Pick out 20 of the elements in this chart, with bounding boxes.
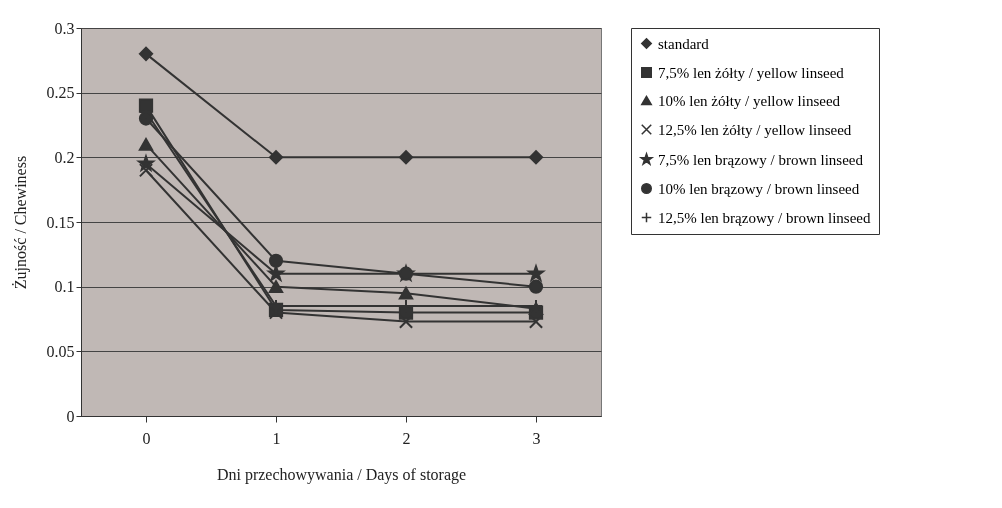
legend-label: 10% len brązowy / brown linseed	[658, 180, 860, 197]
y-tick-label: 0.15	[46, 213, 75, 231]
y-tick-label: 0.25	[46, 84, 75, 102]
x-tick-label: 1	[272, 429, 281, 447]
y-tick-label: 0.3	[54, 19, 75, 37]
x-tick-label: 0	[142, 429, 151, 447]
y-tick-label: 0	[66, 407, 75, 425]
legend-label: 7,5% len żółty / yellow linseed	[658, 64, 845, 81]
x-tick-label: 2	[402, 429, 411, 447]
x-axis-title: Dni przechowywania / Days of storage	[216, 465, 467, 484]
legend-label: standard	[658, 35, 710, 52]
y-tick-label: 0.05	[46, 342, 75, 360]
x-tick-label: 3	[532, 429, 541, 447]
legend-label: 7,5% len brązowy / brown linseed	[658, 151, 864, 168]
y-axis-title: Żujność / Chewiness	[11, 155, 30, 290]
legend-label: 12,5% len żółty / yellow linseed	[658, 121, 852, 138]
y-tick-label: 0.1	[54, 278, 75, 296]
y-tick-label: 0.2	[54, 148, 75, 166]
legend-label: 10% len żółty / yellow linseed	[658, 92, 841, 109]
legend-label: 12,5% len brązowy / brown linseed	[658, 209, 871, 226]
